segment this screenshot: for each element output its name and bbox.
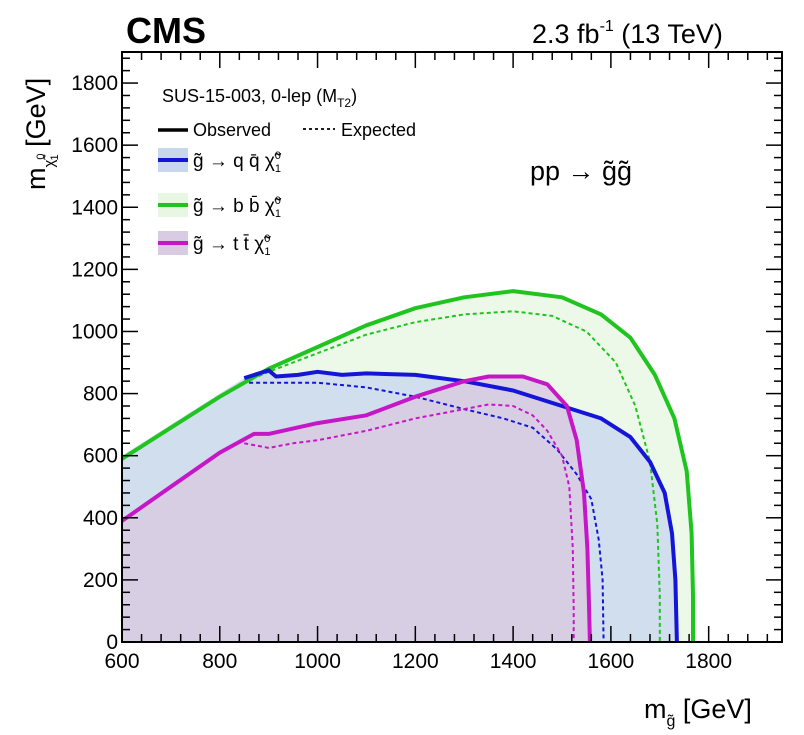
observed-curve-tt xyxy=(120,374,592,643)
expected-curve-tt xyxy=(244,403,575,642)
process-label: pp → g̃g̃ xyxy=(530,156,632,186)
y-tick-label: 600 xyxy=(83,445,118,468)
y-tick-label: 0 xyxy=(106,631,118,654)
y-tick-label: 200 xyxy=(83,569,118,592)
y-tick-label: 1600 xyxy=(71,134,118,157)
x-tick-label: 600 xyxy=(104,650,139,673)
experiment-label: CMS xyxy=(126,10,206,51)
legend-entry-tt: g̃ → t t̄ χ̃0 1 xyxy=(193,233,271,258)
legend-observed-label: Observed xyxy=(193,120,271,140)
lumi-label: 2.3 fb-1 (13 TeV) xyxy=(532,18,723,49)
y-tick-label: 1400 xyxy=(71,196,118,219)
legend-analysis-label: SUS-15-003, 0-lep (MT2) xyxy=(162,86,357,110)
axis-ticks: 600 800 1000 1200 1400 1600 1800 0 200 400 600 800 1… xyxy=(71,52,782,673)
legend-expected-label: Expected xyxy=(341,120,416,140)
exclusion-fills xyxy=(122,291,693,642)
x-tick-label: 1800 xyxy=(685,650,732,673)
expected-curve-bb xyxy=(238,310,661,642)
observed-curve-qq xyxy=(243,368,679,643)
expected-curve-qq xyxy=(249,381,605,643)
legend-entry-qq: g̃ → q q̄ χ̃0 1 xyxy=(193,150,282,175)
x-tick-label: 1400 xyxy=(490,650,537,673)
y-tick-label: 400 xyxy=(83,507,118,530)
legend: SUS-15-003, 0-lep (MT2) Observed Expecte… xyxy=(158,86,416,258)
y-tick-label: 800 xyxy=(83,383,118,406)
y-tick-label: 1800 xyxy=(71,72,118,95)
x-tick-label: 800 xyxy=(202,650,237,673)
exclusion-curves xyxy=(120,289,695,643)
x-tick-label: 1000 xyxy=(294,650,341,673)
y-tick-label: 1000 xyxy=(71,320,118,343)
y-axis-title: mχ̃0 1 [GeV] xyxy=(21,78,61,190)
x-tick-label: 1200 xyxy=(392,650,439,673)
y-tick-label: 1200 xyxy=(71,258,118,281)
x-axis-title: mg̃ [GeV] xyxy=(644,694,752,730)
plot-frame xyxy=(121,51,783,643)
x-tick-label: 1600 xyxy=(588,650,635,673)
legend-entry-bb: g̃ → b b̄ χ̃0 1 xyxy=(193,195,282,220)
